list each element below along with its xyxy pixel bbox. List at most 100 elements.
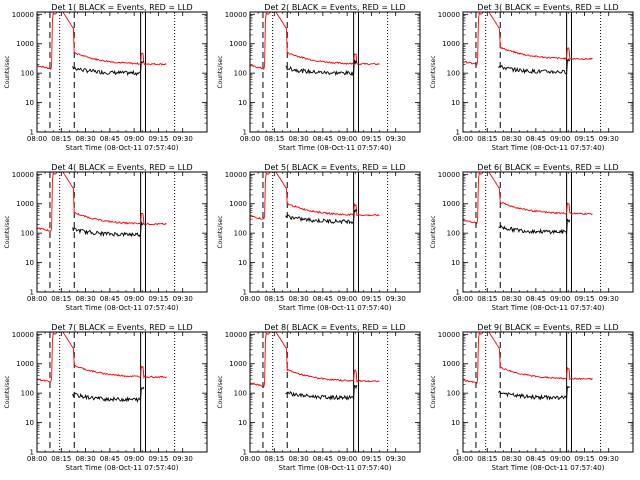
x-tick-label: 08:15 bbox=[477, 455, 497, 463]
y-tick-label: 1000 bbox=[442, 40, 460, 48]
x-axis-label: Start Time (08-Oct-11 07:57:40) bbox=[279, 304, 392, 312]
panel-5: Det 5( BLACK = Events, RED = LLD Counts/s… bbox=[217, 163, 421, 312]
x-tick-label: 08:45 bbox=[313, 135, 333, 143]
x-tick-label: 08:15 bbox=[51, 455, 71, 463]
x-tick-label: 09:15 bbox=[148, 135, 168, 143]
x-tick-label: 09:30 bbox=[386, 135, 406, 143]
x-tick-label: 09:15 bbox=[574, 135, 594, 143]
x-tick-label: 08:45 bbox=[526, 135, 546, 143]
x-tick-label: 09:15 bbox=[148, 295, 168, 303]
x-tick-label: 09:30 bbox=[173, 455, 193, 463]
lld-series-line bbox=[250, 332, 380, 388]
x-tick-label: 08:15 bbox=[264, 295, 284, 303]
y-tick-label: 1 bbox=[30, 289, 34, 297]
y-tick-label: 1000 bbox=[442, 360, 460, 368]
x-tick-label: 08:15 bbox=[51, 135, 71, 143]
panel-4: Det 4( BLACK = Events, RED = LLD Counts/s… bbox=[4, 163, 208, 312]
y-tick-label: 100 bbox=[21, 390, 34, 398]
x-axis-label: Start Time (08-Oct-11 07:57:40) bbox=[492, 144, 605, 152]
y-tick-label: 10 bbox=[25, 419, 34, 427]
panel-title: Det 7( BLACK = Events, RED = LLD bbox=[51, 323, 192, 332]
x-tick-label: 09:00 bbox=[337, 295, 357, 303]
y-tick-label: 10000 bbox=[12, 331, 34, 339]
panel-6: Det 6( BLACK = Events, RED = LLD Counts/s… bbox=[430, 163, 634, 312]
events-series-line bbox=[498, 385, 571, 401]
y-tick-label: 1000 bbox=[16, 360, 34, 368]
x-tick-label: 08:00 bbox=[453, 455, 473, 463]
x-tick-label: 08:45 bbox=[526, 455, 546, 463]
events-series-line bbox=[285, 208, 358, 225]
y-tick-label: 10 bbox=[451, 99, 460, 107]
x-tick-label: 09:30 bbox=[599, 135, 619, 143]
y-tick-label: 1 bbox=[243, 289, 247, 297]
x-tick-label: 09:00 bbox=[124, 295, 144, 303]
y-tick-label: 1 bbox=[456, 449, 460, 457]
y-tick-label: 1000 bbox=[229, 200, 247, 208]
y-tick-label: 1 bbox=[243, 449, 247, 457]
x-axis-label: Start Time (08-Oct-11 07:57:40) bbox=[279, 144, 392, 152]
x-tick-label: 09:00 bbox=[550, 135, 570, 143]
y-axis-label: Counts/sec bbox=[430, 55, 437, 88]
y-tick-label: 10000 bbox=[12, 11, 34, 19]
y-axis-label: Counts/sec bbox=[430, 215, 437, 248]
x-tick-label: 08:45 bbox=[313, 455, 333, 463]
x-tick-label: 08:15 bbox=[264, 455, 284, 463]
y-tick-label: 10000 bbox=[225, 331, 247, 339]
plot-frame bbox=[462, 171, 634, 293]
x-tick-label: 08:45 bbox=[100, 455, 120, 463]
x-tick-label: 08:15 bbox=[264, 135, 284, 143]
y-tick-label: 100 bbox=[234, 390, 247, 398]
events-series-line bbox=[498, 58, 571, 75]
panel-title: Det 9( BLACK = Events, RED = LLD bbox=[477, 323, 618, 332]
x-tick-label: 08:30 bbox=[75, 455, 95, 463]
events-series-line bbox=[285, 59, 358, 77]
x-tick-label: 09:00 bbox=[550, 455, 570, 463]
panel-title: Det 6( BLACK = Events, RED = LLD bbox=[477, 163, 618, 172]
x-tick-label: 08:45 bbox=[100, 135, 120, 143]
x-tick-label: 08:30 bbox=[501, 455, 521, 463]
panel-title: Det 5( BLACK = Events, RED = LLD bbox=[264, 163, 405, 172]
y-tick-label: 10000 bbox=[225, 171, 247, 179]
panel-9: Det 9( BLACK = Events, RED = LLD Counts/s… bbox=[430, 323, 634, 472]
events-series-line bbox=[72, 386, 145, 403]
x-tick-label: 09:15 bbox=[361, 295, 381, 303]
y-tick-label: 10 bbox=[238, 99, 247, 107]
events-series-line bbox=[72, 60, 145, 77]
events-series-line bbox=[285, 384, 358, 401]
lld-series-line bbox=[250, 12, 380, 70]
x-tick-label: 08:30 bbox=[288, 455, 308, 463]
y-tick-label: 10 bbox=[451, 259, 460, 267]
lld-series-line bbox=[463, 332, 593, 384]
x-axis-label: Start Time (08-Oct-11 07:57:40) bbox=[492, 464, 605, 472]
plot-frame bbox=[36, 331, 208, 453]
x-tick-label: 09:00 bbox=[550, 295, 570, 303]
panel-1: Det 1( BLACK = Events, RED = LLD Counts/s… bbox=[4, 3, 208, 152]
x-tick-label: 08:15 bbox=[477, 135, 497, 143]
x-tick-label: 09:00 bbox=[337, 135, 357, 143]
events-series-line bbox=[72, 221, 145, 238]
x-tick-label: 09:00 bbox=[337, 455, 357, 463]
y-axis-label: Counts/sec bbox=[4, 375, 11, 408]
y-tick-label: 1 bbox=[243, 129, 247, 137]
lld-series-line bbox=[37, 332, 167, 383]
y-tick-label: 100 bbox=[234, 230, 247, 238]
x-axis-label: Start Time (08-Oct-11 07:57:40) bbox=[66, 304, 179, 312]
y-tick-label: 100 bbox=[447, 70, 460, 78]
x-tick-label: 08:00 bbox=[240, 295, 260, 303]
x-tick-label: 08:00 bbox=[240, 455, 260, 463]
y-axis-label: Counts/sec bbox=[430, 375, 437, 408]
plot-frame bbox=[36, 171, 208, 293]
plot-frame bbox=[249, 331, 421, 453]
x-axis-label: Start Time (08-Oct-11 07:57:40) bbox=[66, 144, 179, 152]
x-tick-label: 09:30 bbox=[386, 455, 406, 463]
x-tick-label: 08:00 bbox=[27, 295, 47, 303]
y-tick-label: 1 bbox=[30, 129, 34, 137]
y-tick-label: 100 bbox=[447, 390, 460, 398]
y-tick-label: 1 bbox=[30, 449, 34, 457]
y-tick-label: 10000 bbox=[12, 171, 34, 179]
y-axis-label: Counts/sec bbox=[217, 55, 224, 88]
panel-title: Det 8( BLACK = Events, RED = LLD bbox=[264, 323, 405, 332]
x-tick-label: 09:30 bbox=[386, 295, 406, 303]
x-tick-label: 08:15 bbox=[477, 295, 497, 303]
